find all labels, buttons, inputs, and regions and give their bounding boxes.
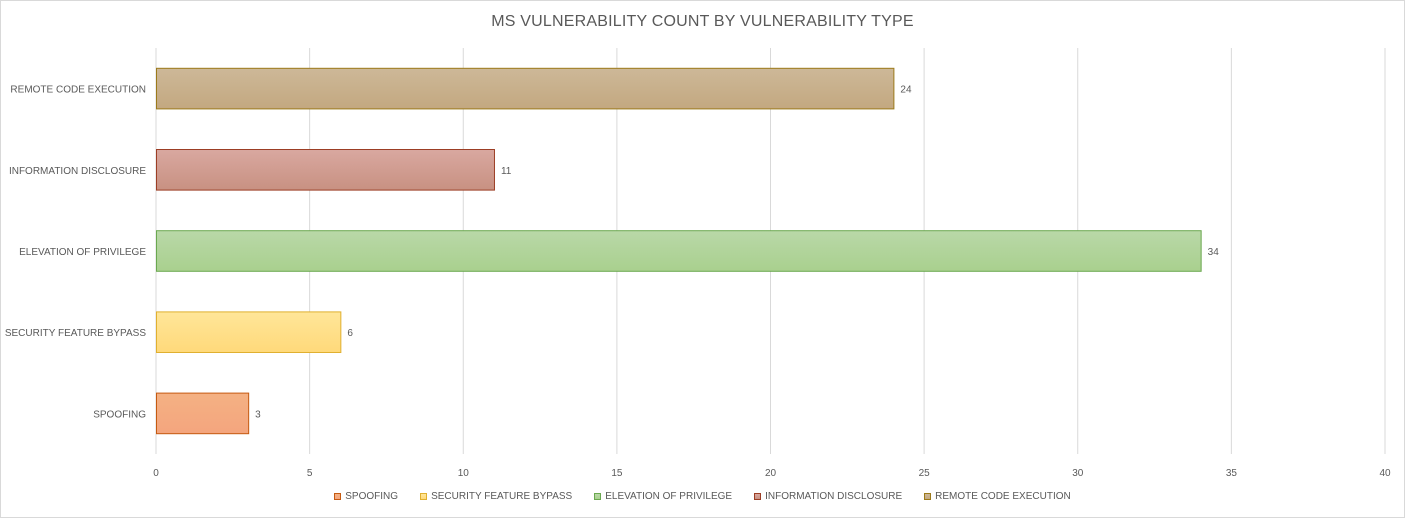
legend-item: REMOTE CODE EXECUTION	[924, 491, 1071, 502]
bar-elevation-of-privilege	[156, 230, 1202, 272]
x-tick-label: 15	[611, 468, 623, 479]
x-tick-label: 40	[1379, 468, 1391, 479]
data-label: 3	[255, 409, 261, 420]
x-tick-label: 20	[765, 468, 777, 479]
legend-swatch	[594, 493, 602, 500]
legend-label: INFORMATION DISCLOSURE	[765, 491, 903, 502]
x-tick-label: 30	[1072, 468, 1084, 479]
bar-remote-code-execution	[156, 67, 895, 110]
legend-label: SECURITY FEATURE BYPASS	[431, 491, 573, 502]
category-label: SPOOFING	[93, 409, 146, 420]
legend-label: ELEVATION OF PRIVILEGE	[605, 491, 733, 502]
legend-swatch	[420, 493, 428, 500]
legend-item: ELEVATION OF PRIVILEGE	[594, 491, 732, 502]
x-tick-label: 0	[153, 468, 159, 479]
x-tick-label: 35	[1226, 468, 1238, 479]
data-label: 11	[501, 166, 512, 177]
legend-swatch	[924, 493, 932, 500]
legend-item: SECURITY FEATURE BYPASS	[420, 491, 572, 502]
category-label: INFORMATION DISCLOSURE	[9, 166, 146, 177]
legend-item: INFORMATION DISCLOSURE	[754, 491, 902, 502]
legend-swatch	[334, 493, 342, 500]
category-label: REMOTE CODE EXECUTION	[10, 85, 146, 96]
x-tick-label: 10	[458, 468, 470, 479]
bar-security-feature-bypass	[156, 311, 342, 353]
chart-legend: SPOOFING SECURITY FEATURE BYPASS ELEVATION…	[1, 491, 1404, 502]
legend-label: SPOOFING	[345, 491, 399, 502]
x-tick-label: 5	[307, 468, 313, 479]
legend-item: SPOOFING	[334, 491, 398, 502]
chart-title: MS VULNERABILITY COUNT BY VULNERABILITY …	[491, 13, 914, 30]
legend-label: REMOTE CODE EXECUTION	[935, 491, 1071, 502]
x-tick-label: 25	[919, 468, 931, 479]
legend-swatch	[754, 493, 762, 500]
category-label: ELEVATION OF PRIVILEGE	[19, 247, 146, 258]
bar-information-disclosure	[156, 149, 495, 191]
data-label: 6	[347, 328, 353, 339]
data-label: 34	[1208, 247, 1220, 258]
bar-spoofing	[156, 392, 250, 435]
category-label: SECURITY FEATURE BYPASS	[5, 328, 146, 339]
data-label: 24	[900, 85, 912, 96]
